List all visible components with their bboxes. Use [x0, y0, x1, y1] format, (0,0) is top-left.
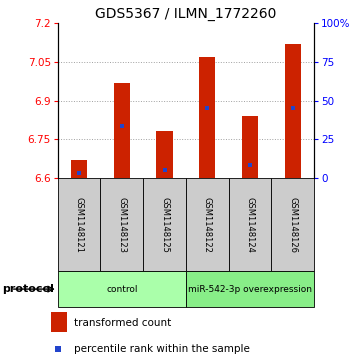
Bar	[58, 271, 186, 307]
Bar	[186, 178, 229, 271]
Bar	[186, 271, 314, 307]
Bar	[284, 44, 301, 178]
Bar	[143, 178, 186, 271]
Text: GSM1148126: GSM1148126	[288, 196, 297, 253]
Text: GSM1148122: GSM1148122	[203, 197, 212, 253]
Bar	[229, 178, 271, 271]
Bar	[199, 57, 216, 178]
Bar	[58, 178, 100, 271]
Bar	[71, 160, 87, 178]
Text: GSM1148124: GSM1148124	[245, 197, 255, 253]
Bar	[156, 131, 173, 178]
Text: protocol: protocol	[2, 284, 54, 294]
Text: GSM1148125: GSM1148125	[160, 197, 169, 253]
Text: control: control	[106, 285, 138, 294]
Bar	[242, 116, 258, 178]
Text: percentile rank within the sample: percentile rank within the sample	[74, 344, 250, 354]
Text: GSM1148123: GSM1148123	[117, 196, 126, 253]
Bar	[271, 178, 314, 271]
Text: miR-542-3p overexpression: miR-542-3p overexpression	[188, 285, 312, 294]
Bar	[51, 313, 67, 332]
Bar	[114, 82, 130, 178]
Text: GSM1148121: GSM1148121	[75, 197, 84, 253]
Text: transformed count: transformed count	[74, 318, 171, 327]
Bar	[100, 178, 143, 271]
Title: GDS5367 / ILMN_1772260: GDS5367 / ILMN_1772260	[95, 7, 277, 21]
